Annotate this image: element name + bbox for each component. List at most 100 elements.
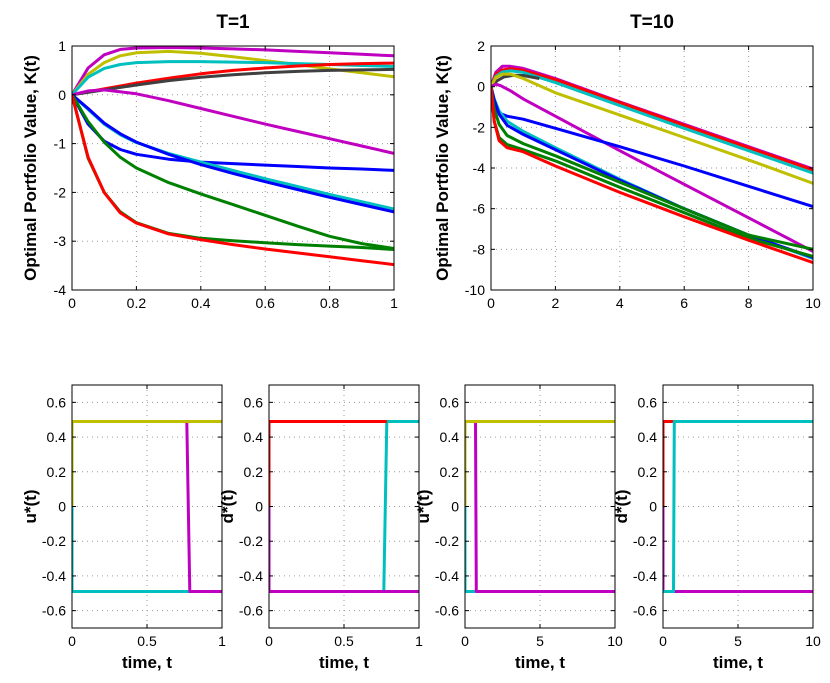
series-line-magenta bbox=[269, 506, 419, 593]
y-tick-label: -10 bbox=[465, 282, 485, 298]
series-line-olive bbox=[491, 72, 813, 185]
y-axis-label: Optimal Portfolio Value, K(t) bbox=[21, 55, 40, 281]
series-line-red-upper bbox=[72, 61, 394, 97]
x-tick-label: 4 bbox=[616, 295, 624, 311]
series-line-magenta-lower bbox=[491, 82, 813, 253]
series-line-green-1 bbox=[491, 86, 813, 251]
x-axis-label: time, t bbox=[515, 653, 565, 672]
series-line-red bbox=[663, 420, 674, 507]
y-tick-label: 0 bbox=[649, 499, 657, 515]
y-tick-label: -8 bbox=[473, 241, 486, 257]
y-tick-label: 0.6 bbox=[244, 394, 264, 410]
y-axis-label: u*(t) bbox=[414, 490, 433, 524]
series-line-dark-gray bbox=[72, 67, 394, 97]
series-line-green-1 bbox=[72, 94, 394, 250]
y-tick-label: 0.6 bbox=[440, 394, 460, 410]
y-tick-label: 0.2 bbox=[244, 464, 264, 480]
y-tick-label: 0 bbox=[58, 87, 66, 103]
series-line-red-lower bbox=[491, 86, 813, 265]
y-tick-label: -0.4 bbox=[633, 568, 657, 584]
series-line-red-upper bbox=[491, 67, 813, 172]
x-axis-label: time, t bbox=[122, 653, 172, 672]
series-line-olive bbox=[465, 420, 615, 507]
x-tick-label: 10 bbox=[607, 633, 623, 649]
y-tick-label: 0.6 bbox=[638, 394, 658, 410]
series-line-blue-2 bbox=[72, 93, 394, 214]
x-tick-label: 0 bbox=[68, 295, 76, 311]
y-tick-label: 0.4 bbox=[244, 429, 264, 445]
y-tick-label: -2 bbox=[473, 119, 486, 135]
series-line-magenta bbox=[663, 506, 813, 593]
x-axis-label: time, t bbox=[713, 653, 763, 672]
y-tick-label: -3 bbox=[54, 233, 67, 249]
y-tick-label: 0.4 bbox=[440, 429, 460, 445]
x-tick-label: 0 bbox=[461, 633, 469, 649]
y-tick-label: -0.4 bbox=[42, 568, 66, 584]
axes-frame bbox=[71, 45, 395, 291]
y-axis-label: d*(t) bbox=[612, 490, 631, 524]
y-axis-label: u*(t) bbox=[21, 490, 40, 524]
x-tick-label: 0 bbox=[68, 633, 76, 649]
series-line-cyan bbox=[663, 420, 813, 593]
subplot-u-t1: 0 0.5 1 -0.6 -0.4 -0.2 0 0.2 0.4 0.6 time, t u*(t) bbox=[21, 384, 226, 672]
y-tick-label: -0.4 bbox=[239, 568, 263, 584]
plot-title: T=1 bbox=[216, 12, 250, 33]
x-tick-label: 6 bbox=[680, 295, 688, 311]
y-tick-label: 2 bbox=[477, 38, 485, 54]
series-line-cyan bbox=[72, 506, 222, 593]
x-tick-label: 5 bbox=[734, 633, 742, 649]
y-tick-label: -6 bbox=[473, 201, 486, 217]
y-tick-label: -0.2 bbox=[42, 533, 66, 549]
y-tick-label: -1 bbox=[54, 136, 67, 152]
series-line-olive bbox=[72, 420, 222, 507]
y-tick-label: 0.4 bbox=[47, 429, 67, 445]
x-tick-label: 5 bbox=[536, 633, 544, 649]
x-tick-label: 0 bbox=[487, 295, 495, 311]
x-tick-label: 1 bbox=[390, 295, 398, 311]
x-tick-label: 0 bbox=[265, 633, 273, 649]
y-tick-label: -0.2 bbox=[239, 533, 263, 549]
plot-title: T=10 bbox=[630, 12, 674, 33]
x-tick-label: 0.8 bbox=[320, 295, 340, 311]
y-axis-label: Optimal Portfolio Value, K(t) bbox=[433, 55, 452, 281]
x-tick-label: 1 bbox=[218, 633, 226, 649]
series-line-magenta-lower bbox=[72, 88, 394, 155]
subplot-d-t10: 0 5 10 -0.6 -0.4 -0.2 0 0.2 0.4 0.6 time, t d*(t) bbox=[612, 384, 821, 672]
x-tick-label: 0.4 bbox=[191, 295, 211, 311]
x-tick-label: 0 bbox=[659, 633, 667, 649]
subplot-u-t10: 0 5 10 -0.6 -0.4 -0.2 0 0.2 0.4 0.6 time, t u*(t) bbox=[414, 384, 623, 672]
x-tick-label: 0.5 bbox=[334, 633, 354, 649]
y-tick-label: 0.2 bbox=[47, 464, 67, 480]
y-tick-label: -0.6 bbox=[239, 603, 263, 619]
y-tick-label: -0.6 bbox=[42, 603, 66, 619]
subplot-k-t1: 0 0.2 0.4 0.6 0.8 1 -4 -3 -2 -1 0 1 T=1 Optimal Portf… bbox=[21, 12, 398, 311]
y-tick-label: 0.4 bbox=[638, 429, 658, 445]
y-tick-label: -0.6 bbox=[435, 603, 459, 619]
y-tick-label: -0.2 bbox=[633, 533, 657, 549]
y-tick-label: -4 bbox=[54, 282, 67, 298]
y-tick-label: 0 bbox=[255, 499, 263, 515]
x-tick-label: 8 bbox=[745, 295, 753, 311]
x-tick-label: 2 bbox=[552, 295, 560, 311]
y-tick-label: -4 bbox=[473, 160, 486, 176]
subplot-d-t1: 0 0.5 1 -0.6 -0.4 -0.2 0 0.2 0.4 0.6 time, t d*(t) bbox=[218, 384, 423, 672]
y-tick-label: 0 bbox=[58, 499, 66, 515]
series-line-red bbox=[269, 420, 387, 507]
x-axis-label: time, t bbox=[319, 653, 369, 672]
x-tick-label: 1 bbox=[415, 633, 423, 649]
x-tick-label: 0.2 bbox=[127, 295, 147, 311]
y-tick-label: -0.6 bbox=[633, 603, 657, 619]
y-tick-label: 0.2 bbox=[638, 464, 658, 480]
x-tick-label: 10 bbox=[805, 633, 821, 649]
series-line-olive bbox=[72, 49, 394, 96]
y-tick-label: 1 bbox=[58, 38, 66, 54]
series-line-red-lower bbox=[72, 94, 394, 267]
x-tick-label: 0.6 bbox=[255, 295, 275, 311]
y-tick-label: -0.2 bbox=[435, 533, 459, 549]
y-tick-label: -2 bbox=[54, 184, 67, 200]
y-tick-label: 0 bbox=[451, 499, 459, 515]
x-tick-label: 0.5 bbox=[137, 633, 157, 649]
series-line-dark-gray bbox=[491, 73, 540, 88]
